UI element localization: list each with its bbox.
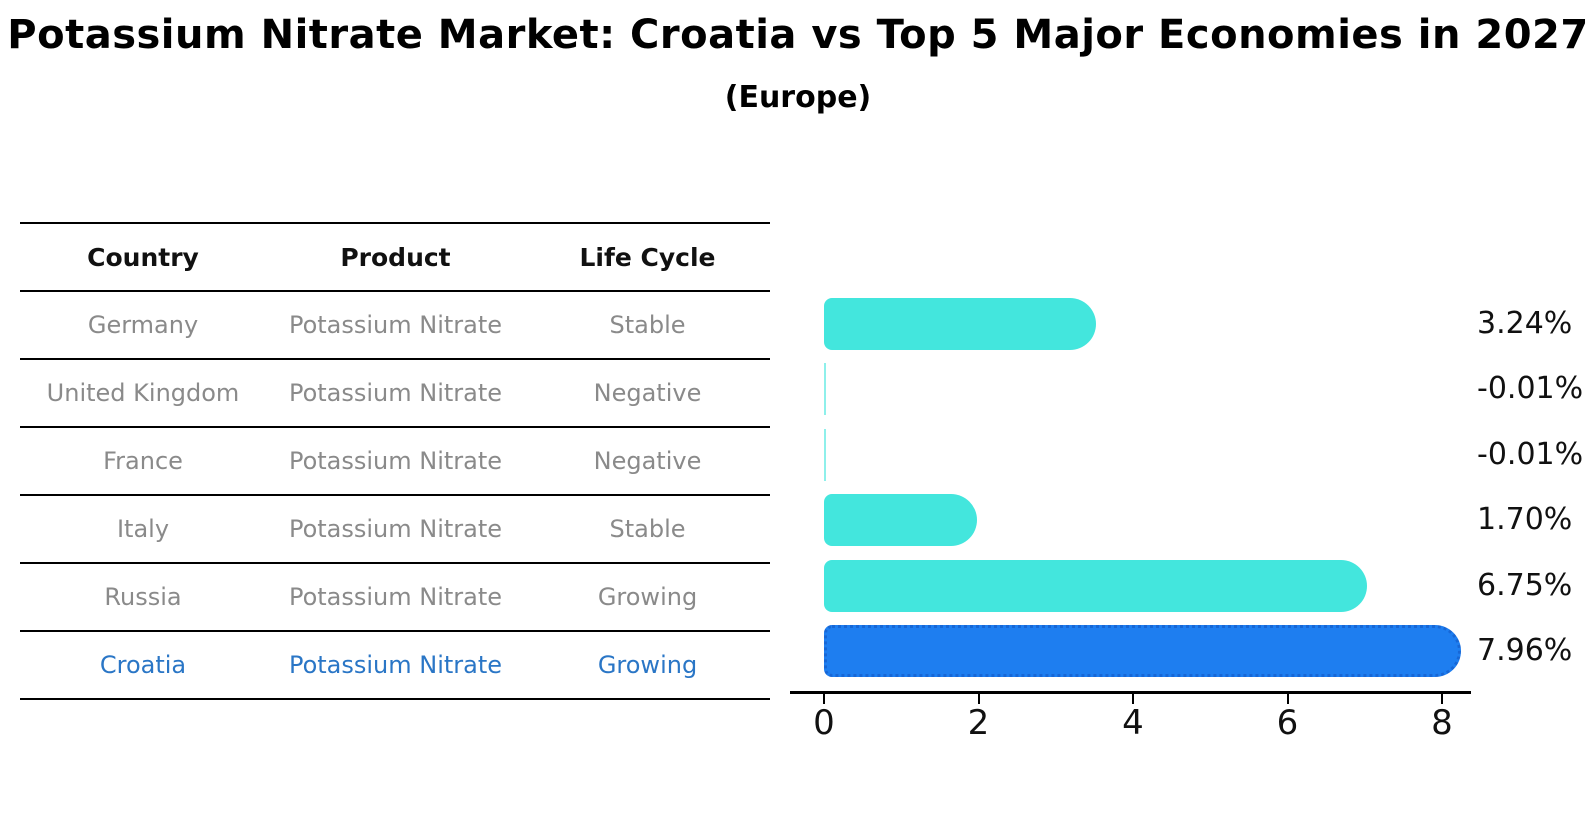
value-label: 7.96% [1477, 633, 1573, 668]
table-cell-product: Potassium Nitrate [288, 651, 503, 679]
bar-france [824, 428, 826, 481]
table-header-country: Country [87, 242, 199, 272]
bar-germany [824, 298, 1097, 350]
table-row: Italy Potassium Nitrate Stable [20, 496, 770, 564]
table-cell-product: Potassium Nitrate [288, 583, 503, 611]
x-tick [823, 693, 825, 704]
x-tick [1441, 693, 1443, 704]
table-cell-life-cycle: Negative [593, 379, 702, 407]
country-table: Country Product Life Cycle Germany Potas… [20, 222, 770, 700]
table-cell-product: Potassium Nitrate [288, 311, 503, 339]
table-cell-life-cycle: Stable [609, 515, 686, 543]
x-tick-label: 6 [1276, 703, 1299, 743]
bar-russia [824, 559, 1368, 612]
x-tick-label: 2 [967, 703, 990, 743]
x-tick [977, 693, 980, 704]
table-cell-life-cycle: Negative [593, 447, 702, 475]
table-cell-product: Potassium Nitrate [288, 447, 503, 475]
table-row: Germany Potassium Nitrate Stable [20, 292, 770, 360]
page-title: Potassium Nitrate Market: Croatia vs Top… [7, 12, 1589, 58]
x-tick-label: 4 [1122, 703, 1144, 743]
table-cell-country: United Kingdom [46, 379, 240, 407]
table-cell-product: Potassium Nitrate [288, 379, 503, 407]
value-label: 1.70% [1477, 502, 1573, 538]
x-axis-line [790, 691, 1471, 694]
table-header-product: Product [340, 242, 451, 272]
table-cell-life-cycle: Growing [597, 583, 698, 611]
bar-croatia [824, 625, 1461, 677]
page-subtitle: (Europe) [724, 80, 872, 115]
x-tick [1132, 693, 1134, 704]
table-header-life-cycle: Life Cycle [579, 242, 716, 272]
x-tick-label: 8 [1431, 703, 1453, 743]
table-cell-product: Potassium Nitrate [288, 515, 503, 543]
value-label: -0.01% [1477, 371, 1584, 407]
bar-italy [824, 494, 978, 547]
x-tick [1286, 693, 1289, 704]
table-header-row: Country Product Life Cycle [20, 224, 770, 292]
table-row: Russia Potassium Nitrate Growing [20, 564, 770, 632]
value-label: 6.75% [1477, 567, 1573, 603]
table-row: United Kingdom Potassium Nitrate Negativ… [20, 360, 770, 428]
table-cell-country: France [103, 447, 183, 475]
value-label: -0.01% [1477, 436, 1584, 472]
table-row: France Potassium Nitrate Negative [20, 428, 770, 496]
table-cell-life-cycle: Growing [597, 651, 698, 679]
table-cell-country: Croatia [99, 651, 187, 679]
table-cell-country: Italy [116, 515, 170, 543]
bar-united-kingdom [824, 363, 826, 416]
table-cell-country: Germany [87, 311, 199, 339]
table-cell-life-cycle: Stable [609, 311, 686, 339]
value-label: 3.24% [1477, 306, 1573, 341]
x-tick-label: 0 [813, 703, 835, 743]
table-cell-country: Russia [104, 583, 182, 611]
table-row: Croatia Potassium Nitrate Growing [20, 632, 770, 700]
